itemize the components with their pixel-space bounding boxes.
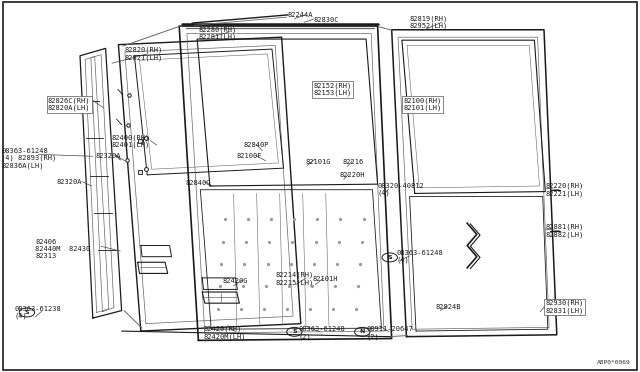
Text: 08911-20647
(2): 08911-20647 (2) xyxy=(366,326,413,340)
Text: N: N xyxy=(360,329,365,334)
Text: S: S xyxy=(24,310,29,315)
Text: 82216: 82216 xyxy=(342,159,364,165)
Text: 82101G: 82101G xyxy=(306,159,332,165)
Text: 82320A: 82320A xyxy=(96,153,122,159)
Text: 82930(RH)
82831(LH): 82930(RH) 82831(LH) xyxy=(545,300,584,314)
Text: 82244A: 82244A xyxy=(288,12,314,18)
Text: S: S xyxy=(292,329,297,334)
Text: 82820(RH)
82821(LH): 82820(RH) 82821(LH) xyxy=(125,47,163,61)
Text: 82100F: 82100F xyxy=(237,153,262,159)
Text: 82214(RH)
82215(LH): 82214(RH) 82215(LH) xyxy=(275,272,314,286)
Text: 82101H: 82101H xyxy=(312,276,338,282)
Text: 82220(RH)
82221(LH): 82220(RH) 82221(LH) xyxy=(545,183,584,197)
Text: 82830C: 82830C xyxy=(314,17,339,23)
Text: 82320A: 82320A xyxy=(56,179,82,185)
FancyBboxPatch shape xyxy=(3,2,637,370)
Text: 82220H: 82220H xyxy=(339,172,365,178)
Text: 08320-40812
(4): 08320-40812 (4) xyxy=(378,183,424,196)
Text: 08363-61248
(4): 08363-61248 (4) xyxy=(397,250,444,263)
Text: 82840Q: 82840Q xyxy=(186,179,211,185)
Text: 82881(RH)
82882(LH): 82881(RH) 82882(LH) xyxy=(545,224,584,238)
Text: 82400(RH)
82401(LH): 82400(RH) 82401(LH) xyxy=(112,134,150,148)
Text: 08363-61248
(2): 08363-61248 (2) xyxy=(299,326,346,340)
Text: S: S xyxy=(387,255,392,260)
Text: 82406
82440M  82430
82313: 82406 82440M 82430 82313 xyxy=(35,239,90,259)
Text: 82152(RH)
82153(LH): 82152(RH) 82153(LH) xyxy=(314,82,352,96)
Text: A8P0*0069: A8P0*0069 xyxy=(596,360,630,365)
Text: 08363-61238
(4): 08363-61238 (4) xyxy=(14,306,61,319)
Text: 82819(RH)
82952(LH): 82819(RH) 82952(LH) xyxy=(410,15,448,29)
Text: 08363-61248
(4) 82893(RH)
82836A(LH): 08363-61248 (4) 82893(RH) 82836A(LH) xyxy=(1,148,56,169)
Text: 82840P: 82840P xyxy=(243,142,269,148)
Text: 82824B: 82824B xyxy=(435,304,461,310)
Text: 82420G: 82420G xyxy=(223,278,248,284)
Text: 82100(RH)
82101(LH): 82100(RH) 82101(LH) xyxy=(403,97,442,111)
Text: 82280(RH)
82281(LH): 82280(RH) 82281(LH) xyxy=(198,26,237,41)
Text: 82420(RH)
82420M(LH): 82420(RH) 82420M(LH) xyxy=(204,326,246,340)
Text: 82826C(RH)
82820A(LH): 82826C(RH) 82820A(LH) xyxy=(48,97,90,111)
